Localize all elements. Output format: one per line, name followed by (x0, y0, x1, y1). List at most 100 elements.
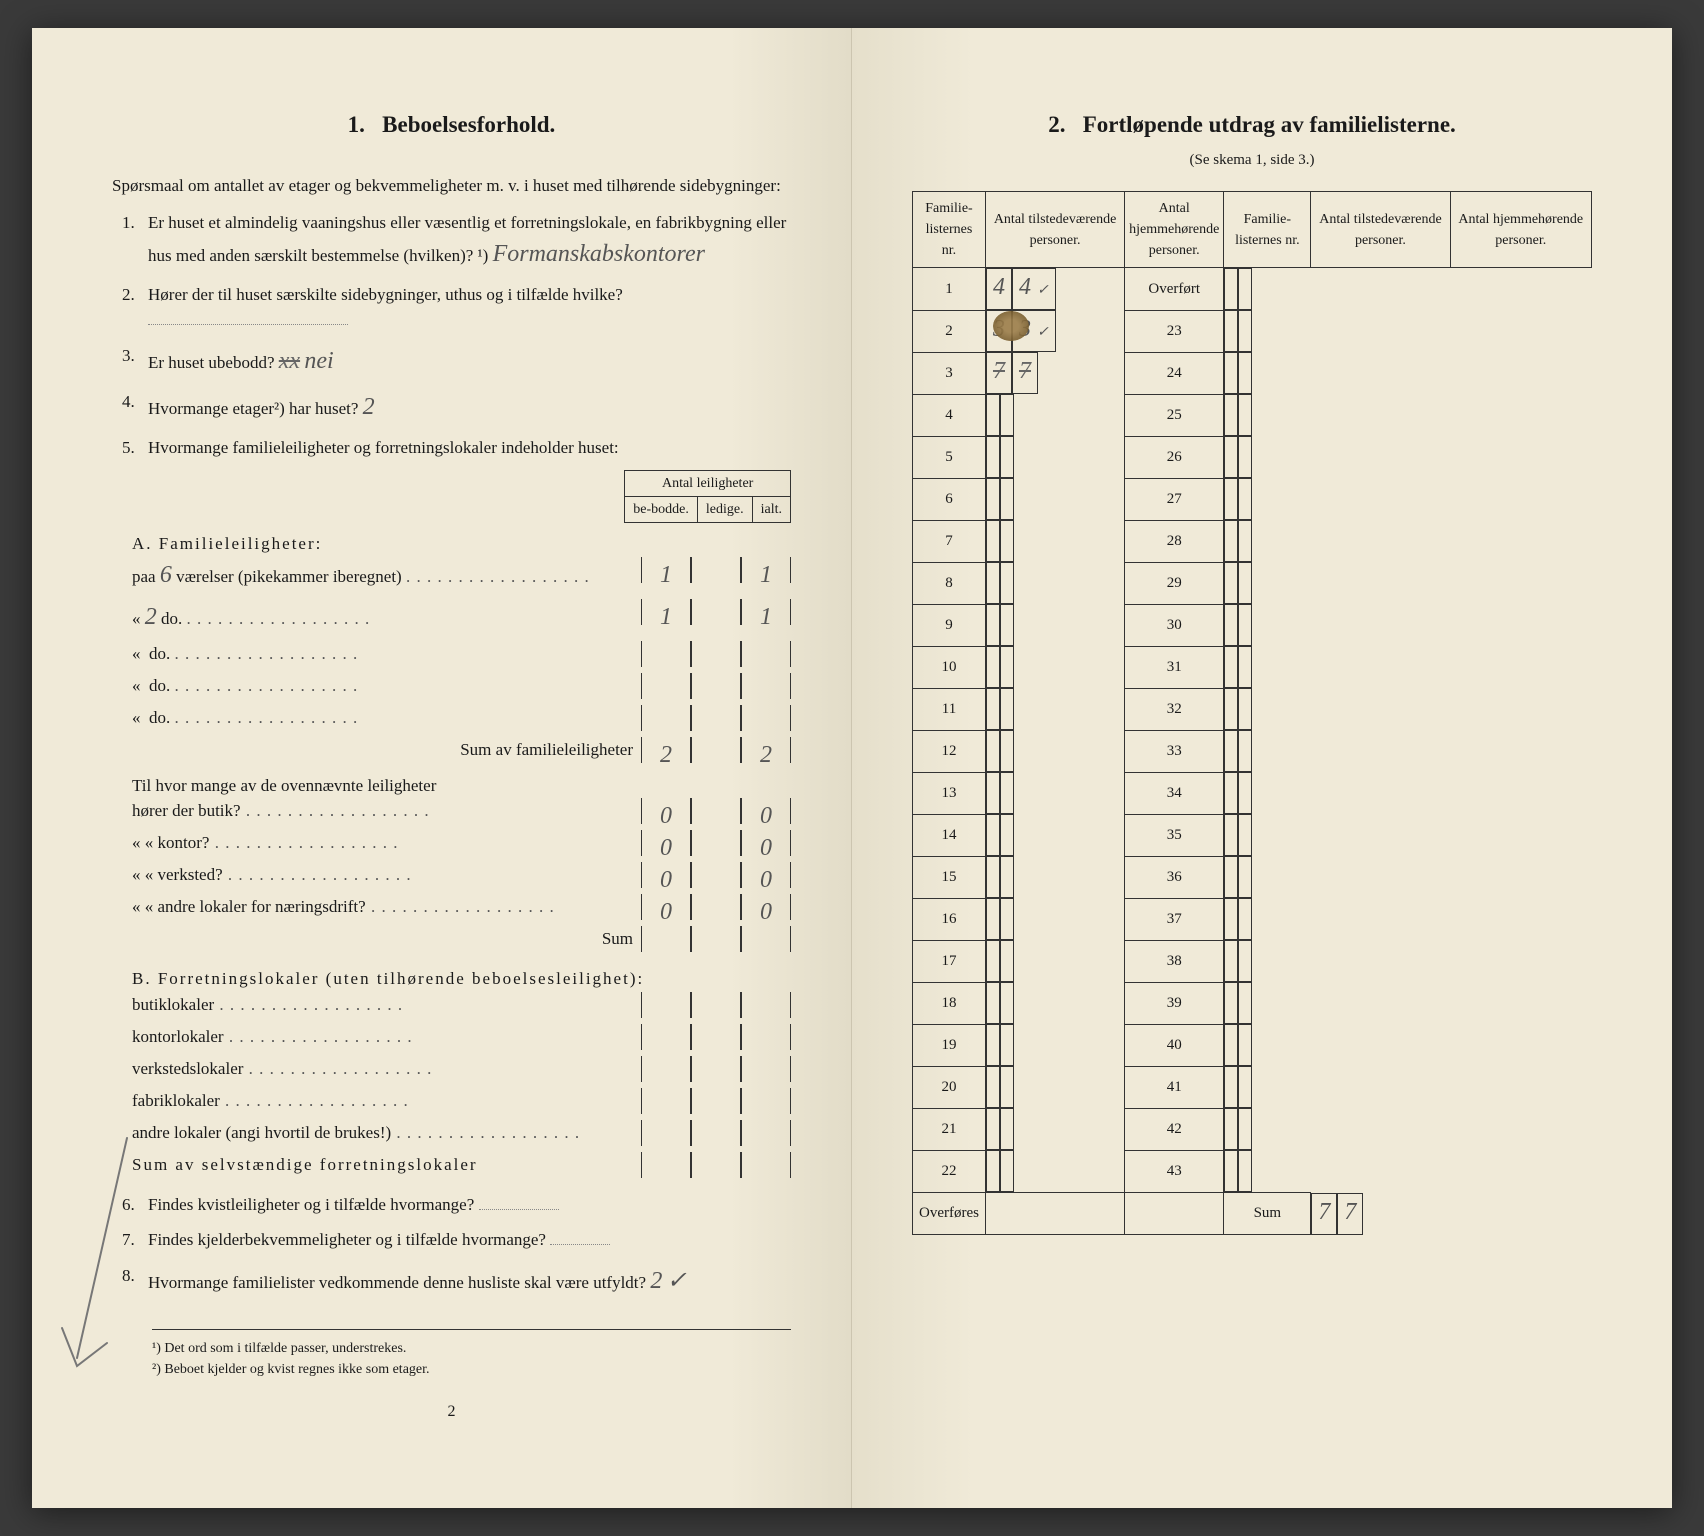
present-count (986, 772, 1000, 814)
present-count-r (1224, 856, 1238, 898)
fam-nr-r: 38 (1125, 940, 1224, 982)
col-present-2: Antal tilstedeværende personer. (1311, 192, 1450, 268)
be-value: 1 (641, 557, 691, 583)
table-row: 7 28 (913, 520, 1592, 562)
sec-a-row: « 2 do. 1 1 (132, 599, 791, 635)
question-list: 1. Er huset et almindelig vaaningshus el… (112, 210, 791, 460)
table-row: 11 32 (913, 688, 1592, 730)
home-count-r (1238, 730, 1252, 772)
home-count (1000, 604, 1014, 646)
table-row: 16 37 (913, 898, 1592, 940)
home-count (1000, 1024, 1014, 1066)
q4: 4. Hvormange etager²) har huset? 2 (122, 389, 791, 425)
table-row: 2 3 3 ✓ 23 (913, 310, 1592, 352)
intro-text: Spørsmaal om antallet av etager og bekve… (112, 173, 791, 199)
home-count (1000, 730, 1014, 772)
page-number: 2 (112, 1400, 791, 1424)
present-count-r (1224, 352, 1238, 394)
present-count (986, 856, 1000, 898)
q8-answer: 2 (650, 1263, 662, 1299)
home-count (1000, 1108, 1014, 1150)
fam-nr-r: Overført (1125, 268, 1224, 311)
fam-nr-r: 36 (1125, 856, 1224, 898)
col-home-2: Antal hjemmehørende personer. (1450, 192, 1592, 268)
present-count-r (1224, 562, 1238, 604)
fam-nr-r: 31 (1125, 646, 1224, 688)
q3-answer: nei (304, 343, 333, 379)
fam-nr: 3 (913, 352, 986, 394)
q4-answer: 2 (363, 389, 375, 425)
fam-nr: 10 (913, 646, 986, 688)
col-bebodde: be-bodde. (625, 497, 698, 523)
present-count (986, 1024, 1000, 1066)
le-value (691, 705, 741, 731)
sec-a-row: paa 6 værelser (pikekammer iberegnet) 1 … (132, 557, 791, 593)
q8-check: ✓ (667, 1263, 687, 1299)
home-count-r (1238, 394, 1252, 436)
section-b: B. Forretningslokaler (uten tilhørende b… (132, 966, 791, 1178)
fam-nr: 4 (913, 394, 986, 436)
fam-nr-r: 28 (1125, 520, 1224, 562)
sum-row: Overføres Sum 7 7 (913, 1193, 1592, 1235)
sum-present: 7 (1311, 1193, 1337, 1235)
home-count (1000, 1066, 1014, 1108)
present-count-r (1224, 1150, 1238, 1192)
left-heading: 1. Beboelsesforhold. (112, 108, 791, 143)
fam-nr: 9 (913, 604, 986, 646)
fam-nr-r: 26 (1125, 436, 1224, 478)
ia-value (741, 641, 791, 667)
home-count-r (1238, 982, 1252, 1024)
home-count (1000, 688, 1014, 730)
home-count (1000, 856, 1014, 898)
home-count-r (1238, 898, 1252, 940)
present-count-r (1224, 310, 1238, 352)
fam-nr-r: 39 (1125, 982, 1224, 1024)
fam-nr: 1 (913, 268, 986, 311)
fam-nr: 22 (913, 1150, 986, 1193)
table-row: 22 43 (913, 1150, 1592, 1193)
present-count (986, 814, 1000, 856)
present-count-r (1224, 436, 1238, 478)
table-row: 1 4 4 ✓ Overført (913, 268, 1592, 311)
present-count: 4 (986, 268, 1012, 310)
fam-nr-r: 29 (1125, 562, 1224, 604)
table-row: 20 41 (913, 1066, 1592, 1108)
sec-b-title: B. Forretningslokaler (uten tilhørende b… (132, 966, 791, 992)
home-count-r (1238, 310, 1252, 352)
home-count (1000, 478, 1014, 520)
home-count-r (1238, 1150, 1252, 1192)
be-value (641, 705, 691, 731)
home-count: 7 (1012, 352, 1038, 394)
fam-nr: 7 (913, 520, 986, 562)
fam-nr-r: 33 (1125, 730, 1224, 772)
home-count (1000, 982, 1014, 1024)
present-count-r (1224, 604, 1238, 646)
home-count-r (1238, 562, 1252, 604)
home-count-r (1238, 1066, 1252, 1108)
fam-nr-r: 25 (1125, 394, 1224, 436)
sec-a-row: « do. (132, 641, 791, 667)
present-count-r (1224, 730, 1238, 772)
sum-a-label: Sum av familieleiligheter (132, 737, 641, 763)
q7: 7.Findes kjelderbekvemmeligheter og i ti… (122, 1227, 791, 1253)
present-count-r (1224, 940, 1238, 982)
home-count (1000, 436, 1014, 478)
present-count-r (1224, 520, 1238, 562)
fam-nr: 16 (913, 898, 986, 940)
sec-b-row: fabriklokaler (132, 1088, 791, 1114)
home-count-r (1238, 688, 1252, 730)
table-row: 18 39 (913, 982, 1592, 1024)
table-row: 12 33 (913, 730, 1592, 772)
attach-row: « « verksted? 0 0 (132, 862, 791, 888)
present-count-r (1224, 982, 1238, 1024)
attach-be: 0 (641, 894, 691, 920)
table-row: 5 26 (913, 436, 1592, 478)
home-count (1000, 898, 1014, 940)
col-fam-nr-2: Familie-listernes nr. (1224, 192, 1311, 268)
fam-nr-r: 34 (1125, 772, 1224, 814)
present-count (986, 562, 1000, 604)
q1-answer: Formanskabskontorer (493, 236, 705, 272)
be-value: 1 (641, 599, 691, 625)
sum-a-le (691, 737, 741, 763)
attach-be: 0 (641, 862, 691, 888)
